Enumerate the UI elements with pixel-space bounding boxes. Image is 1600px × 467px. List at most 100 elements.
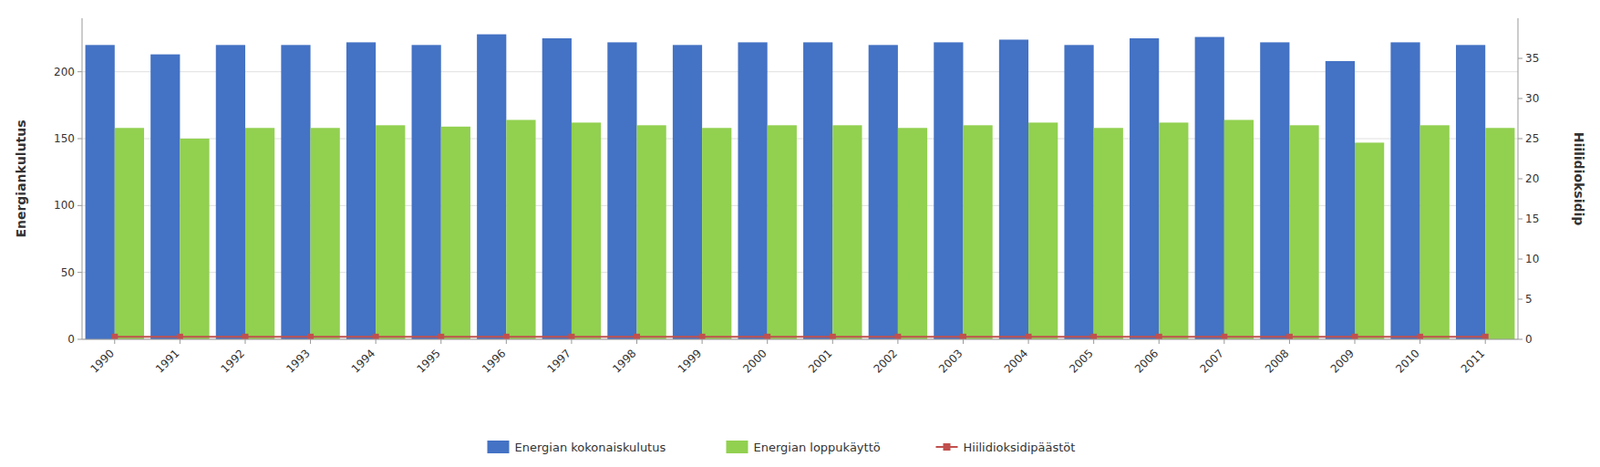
marker	[1090, 333, 1097, 340]
y2-tick	[1517, 339, 1523, 341]
marker	[960, 333, 967, 340]
x-tick-label: 1994	[349, 346, 378, 375]
marker	[1416, 333, 1424, 340]
x-tick-label: 2004	[1001, 346, 1031, 375]
bar	[962, 124, 992, 340]
bar	[803, 41, 833, 340]
x-tick-label: 1996	[479, 346, 508, 375]
y-tick-label: 200	[53, 65, 75, 79]
bar	[375, 124, 405, 340]
bar-series	[114, 119, 1516, 340]
bar-series	[85, 34, 1487, 340]
x-tick-label: 1990	[87, 346, 116, 375]
y-axis-label: Energiankulutus	[13, 119, 29, 238]
y-tick	[77, 271, 83, 273]
marker	[1025, 333, 1033, 340]
x-axis-line	[82, 339, 1518, 341]
y2-tick	[1517, 138, 1523, 140]
bar	[346, 41, 376, 340]
bar	[737, 41, 767, 340]
y-tick	[77, 339, 83, 341]
x-tick-label: 2011	[1458, 346, 1487, 375]
axes: 0501001502000510152025303519901991199219…	[13, 18, 1587, 376]
bar	[832, 124, 862, 340]
y-tick	[77, 138, 83, 140]
bar	[114, 127, 145, 340]
bar	[701, 127, 732, 340]
x-tick	[832, 339, 834, 344]
x-tick	[701, 339, 703, 344]
x-tick	[505, 339, 507, 344]
marker	[111, 333, 118, 340]
bar	[245, 127, 275, 340]
y2-tick-label: 25	[1525, 132, 1539, 145]
bar	[310, 127, 341, 340]
chart-container: 0501001502000510152025303519901991199219…	[0, 0, 1600, 467]
x-tick-label: 2003	[936, 346, 965, 375]
y2-tick-label: 10	[1525, 252, 1539, 266]
marker	[241, 333, 248, 340]
x-tick-label: 2002	[871, 346, 900, 375]
x-tick	[179, 339, 181, 344]
bar	[868, 44, 899, 340]
x-tick	[440, 339, 442, 344]
bar	[179, 138, 209, 340]
y2-tick-label: 0	[1525, 332, 1533, 346]
bar	[1195, 37, 1225, 340]
x-tick	[1289, 339, 1291, 344]
bar	[1063, 44, 1094, 340]
y-tick-label: 0	[67, 332, 75, 346]
bar	[1094, 127, 1124, 340]
bar	[85, 44, 115, 340]
x-tick-label: 1991	[153, 346, 182, 375]
x-tick-label: 2009	[1328, 346, 1357, 375]
plot-area	[85, 34, 1516, 340]
x-tick-label: 1999	[675, 346, 704, 375]
x-tick-label: 1998	[609, 346, 639, 375]
bar	[999, 39, 1029, 340]
y-tick	[77, 205, 83, 207]
legend-marker	[943, 443, 951, 451]
bar	[767, 124, 797, 340]
bar	[441, 126, 471, 340]
x-tick	[1093, 339, 1095, 344]
y-axis-line	[82, 18, 83, 340]
x-tick-label: 1997	[545, 346, 574, 375]
x-tick-label: 1992	[218, 346, 248, 375]
x-tick	[113, 339, 115, 344]
x-tick-label: 2005	[1066, 346, 1095, 375]
marker	[437, 333, 444, 340]
marker	[763, 333, 771, 340]
y2-axis-label: Hiilidioksidip	[1571, 132, 1587, 227]
bar	[280, 44, 310, 340]
bar	[216, 44, 246, 340]
x-tick-label: 2000	[740, 346, 769, 375]
x-tick	[1354, 339, 1356, 344]
bar	[1224, 119, 1254, 340]
y2-tick-label: 20	[1525, 172, 1539, 186]
x-tick	[766, 339, 768, 344]
marker	[699, 333, 706, 340]
bar	[672, 44, 702, 340]
legend-label: Hiilidioksidipäästöt	[963, 440, 1076, 455]
bar	[637, 124, 667, 340]
x-tick	[1223, 339, 1225, 344]
line	[114, 335, 1486, 338]
legend-label: Energian kokonaiskulutus	[515, 440, 667, 455]
marker	[503, 333, 510, 340]
bar	[898, 127, 928, 340]
y2-tick-label: 35	[1525, 51, 1539, 65]
x-tick	[1158, 339, 1160, 344]
bar	[412, 44, 442, 340]
y2-tick-label: 30	[1525, 92, 1539, 105]
bar	[1420, 124, 1450, 340]
legend-swatch	[487, 440, 510, 454]
marker	[1352, 333, 1359, 340]
marker	[372, 333, 380, 340]
y-tick-label: 150	[53, 132, 75, 145]
x-tick	[1419, 339, 1421, 344]
bar	[542, 38, 572, 340]
y2-tick-label: 5	[1525, 292, 1533, 306]
x-tick-label: 2001	[805, 346, 835, 375]
x-tick-label: 1993	[283, 346, 312, 375]
